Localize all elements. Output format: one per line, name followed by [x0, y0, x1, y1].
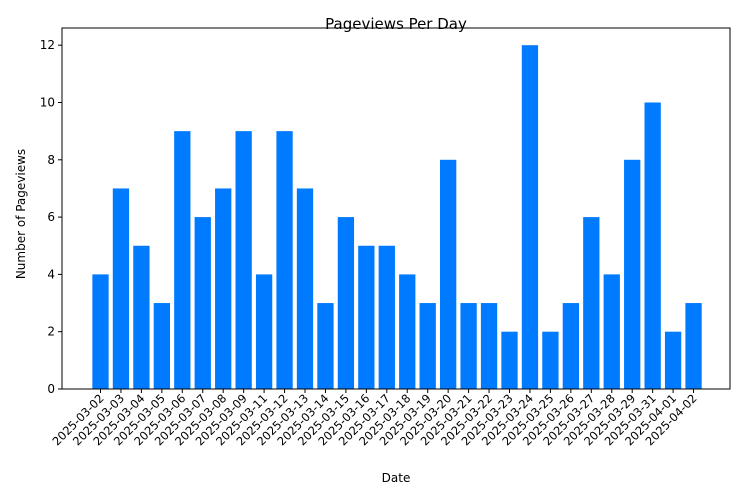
bar: [255, 274, 273, 389]
bar: [644, 102, 661, 389]
bar: [112, 188, 130, 389]
bar: [276, 131, 293, 389]
bars-group: [92, 45, 702, 389]
bar: [215, 188, 232, 389]
plot-frame: [61, 27, 731, 390]
y-tick-label: 8: [47, 153, 55, 167]
y-tick-label: 6: [47, 210, 55, 224]
y-axis: 0 2 4 6 8 10 12: [40, 38, 62, 396]
x-axis: 2025-03-022025-03-032025-03-042025-03-05…: [49, 389, 700, 448]
bar: [235, 131, 252, 389]
bar: [664, 331, 682, 389]
bar: [542, 331, 559, 389]
bar: [92, 274, 109, 389]
bar: [440, 159, 457, 389]
bar: [624, 159, 641, 389]
y-tick-label: 0: [47, 382, 55, 396]
bar: [419, 303, 436, 389]
bar: [480, 303, 498, 389]
y-tick-label: 12: [40, 38, 55, 52]
bar: [317, 303, 334, 389]
bar: [521, 45, 539, 389]
bar: [358, 245, 375, 389]
bar: [501, 331, 518, 389]
bar: [603, 274, 620, 389]
bar: [583, 217, 600, 389]
y-tick-label: 2: [47, 325, 55, 339]
y-tick-label: 4: [47, 267, 55, 281]
bar: [174, 131, 191, 389]
bar: [399, 274, 416, 389]
bar: [337, 217, 355, 389]
bar: [562, 303, 579, 389]
chart-title: Pageviews Per Day: [325, 15, 467, 33]
bar: [153, 303, 170, 389]
y-tick-label: 10: [40, 95, 55, 109]
y-axis-label: Number of Pageviews: [14, 149, 28, 279]
x-axis-label: Date: [382, 471, 411, 485]
bar: [378, 245, 395, 389]
bar: [133, 245, 150, 389]
bar: [194, 217, 211, 389]
bar: [460, 303, 477, 389]
bar: [685, 303, 702, 389]
bar: [296, 188, 314, 389]
